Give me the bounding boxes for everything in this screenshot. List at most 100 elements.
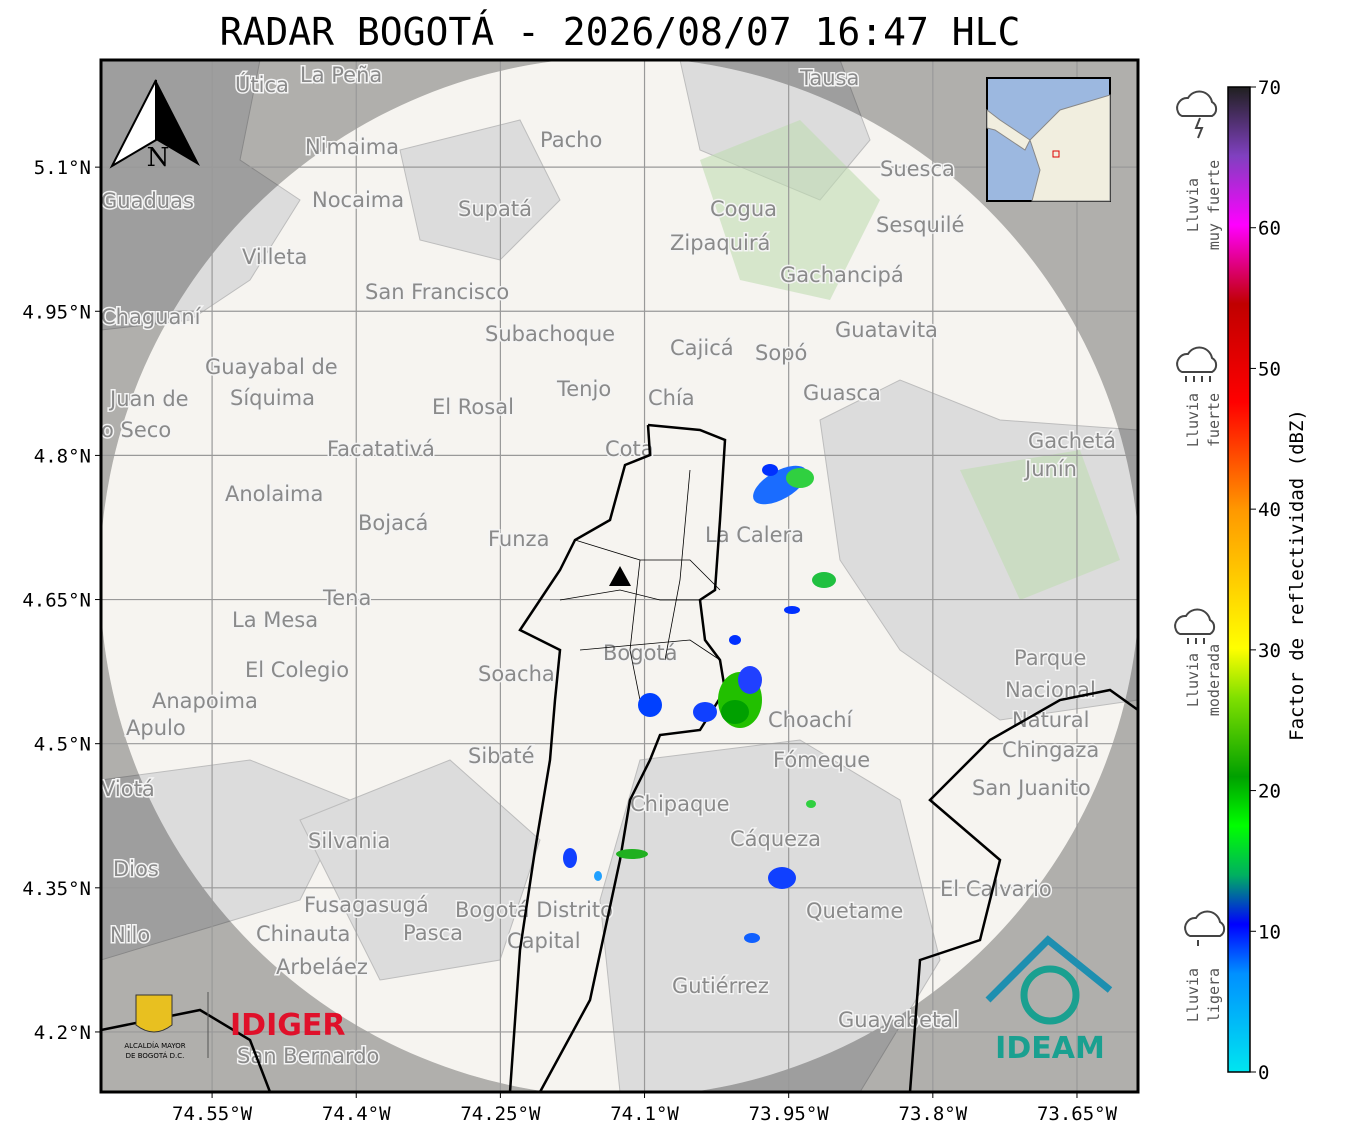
lat-tick-label: 4.2°N xyxy=(34,1022,91,1044)
colorbar-tick-label: 10 xyxy=(1258,921,1281,943)
rain-class-label: Lluvia xyxy=(1184,178,1202,232)
lon-tick-label: 74.1°W xyxy=(610,1103,679,1125)
place-label: Gachancipá xyxy=(780,263,904,287)
title: RADAR BOGOTÁ - 2026/08/07 16:47 HLC xyxy=(220,10,1021,54)
place-label: Sibaté xyxy=(468,744,535,768)
rain-class-label: muy fuerte xyxy=(1205,160,1223,250)
lat-tick-label: 4.95°N xyxy=(22,301,91,323)
place-label: Apulo xyxy=(126,716,186,740)
place-labels: La Peña Útica Tausa Nimaima Pacho Suesca Guadu… xyxy=(101,62,1118,1070)
place-label: Guaduas xyxy=(101,189,194,213)
north-arrow: N xyxy=(109,79,200,173)
lon-tick-label: 74.55°W xyxy=(172,1103,253,1125)
weather-icons xyxy=(1174,90,1226,946)
place-label: Dios xyxy=(113,857,159,881)
graticule xyxy=(101,60,1138,1092)
place-label: Fusagasugá xyxy=(304,893,429,917)
map-area: La Peña Útica Tausa Nimaima Pacho Suesca Guadu… xyxy=(101,60,1138,1092)
place-label: Juan de xyxy=(108,387,189,411)
place-label: Chaguaní xyxy=(101,305,202,329)
rain-class-label: Lluvia xyxy=(1184,968,1202,1022)
vegetation xyxy=(700,120,1120,600)
place-label: Bogotá Distrito xyxy=(455,898,613,922)
colorbar-ticks: 0 10 20 30 40 50 60 70 xyxy=(1250,77,1281,1084)
colorbar xyxy=(1227,86,1251,1073)
localities xyxy=(559,469,721,701)
place-label: Chinauta xyxy=(256,922,350,946)
place-label: San Juanito xyxy=(972,776,1091,800)
lat-tick-label: 4.65°N xyxy=(22,590,91,612)
place-label: Gutiérrez xyxy=(672,974,769,998)
place-label: Pacho xyxy=(540,128,602,152)
place-label: Síquima xyxy=(230,386,315,410)
place-label: Pasca xyxy=(403,921,463,945)
place-label: Bojacá xyxy=(358,511,428,535)
place-label: El Rosal xyxy=(432,395,514,419)
place-label: Supatá xyxy=(458,197,532,221)
place-label: Zipaquirá xyxy=(670,231,770,255)
place-label: La Mesa xyxy=(232,608,318,632)
place-label: Chía xyxy=(648,386,695,410)
place-label: Guatavita xyxy=(835,318,938,342)
place-label: Anolaima xyxy=(225,482,323,506)
logo-alcaldia: ALCALDÍA MAYOR DE BOGOTÁ D.C. IDIGER xyxy=(124,992,345,1060)
place-label: o Seco xyxy=(101,418,171,442)
place-label: Silvania xyxy=(308,829,390,853)
radar-site xyxy=(609,566,631,586)
place-label: Guayabal de xyxy=(205,355,338,379)
lon-tick-label: 74.25°W xyxy=(460,1103,541,1125)
idiger-logo: IDIGER xyxy=(230,1008,345,1043)
colorbar-tick-label: 50 xyxy=(1258,358,1281,380)
place-label: Capital xyxy=(507,929,581,953)
place-label: San Francisco xyxy=(365,280,509,304)
place-label: Tena xyxy=(322,586,371,610)
rain-class-label: moderada xyxy=(1205,644,1223,716)
place-label: Villeta xyxy=(242,245,307,269)
place-label: Junín xyxy=(1023,457,1077,481)
place-label: Sopó xyxy=(755,341,807,365)
place-label: Subachoque xyxy=(485,322,615,346)
place-label: Cáqueza xyxy=(730,827,821,851)
place-label: Guayabetal xyxy=(838,1008,959,1032)
place-label: Tenjo xyxy=(556,377,611,401)
place-label: Choachí xyxy=(768,708,854,732)
place-label: Chingaza xyxy=(1002,738,1099,762)
radar-echoes xyxy=(563,464,836,943)
ideam-logo: IDEAM xyxy=(995,1031,1105,1066)
place-label: Quetame xyxy=(806,899,903,923)
place-label: Gachetá xyxy=(1028,429,1116,453)
rain-class-label: Lluvia xyxy=(1184,653,1202,707)
lon-tick-label: 73.95°W xyxy=(749,1103,830,1125)
place-label: Nilo xyxy=(110,923,150,947)
lat-tick-label: 4.5°N xyxy=(34,734,91,756)
place-label: Viotá xyxy=(101,777,155,801)
rain-class-label: Lluvia xyxy=(1184,393,1202,447)
lat-tick-label: 4.8°N xyxy=(34,445,91,467)
place-label: Facatativá xyxy=(327,437,435,461)
terrain xyxy=(101,60,1138,1092)
logo-ideam: IDEAM xyxy=(985,935,1113,1066)
place-label: Nocaima xyxy=(312,188,404,212)
place-label: Suesca xyxy=(880,157,955,181)
north-label: N xyxy=(147,143,170,173)
inset-map xyxy=(986,77,1111,202)
axis-ticks: 74.55°W 74.4°W 74.25°W 74.1°W 73.95°W 73.8°W 7… xyxy=(22,157,1117,1125)
colorbar-tick-label: 40 xyxy=(1258,499,1281,521)
place-label: Sesquilé xyxy=(876,213,964,237)
colorbar-tick-label: 60 xyxy=(1258,218,1281,240)
colorbar-tick-label: 20 xyxy=(1258,781,1281,803)
place-label: El Colegio xyxy=(245,658,349,682)
rain-class-label: ligera xyxy=(1205,968,1223,1022)
place-label: Funza xyxy=(488,527,549,551)
place-label: La Peña xyxy=(300,63,382,87)
lon-tick-label: 74.4°W xyxy=(322,1103,391,1125)
place-label: Chipaque xyxy=(630,792,730,816)
lat-tick-label: 5.1°N xyxy=(34,157,91,179)
colorbar-label: Factor de reflectividad (dBZ) xyxy=(1286,409,1308,741)
colorbar-tick-label: 0 xyxy=(1258,1062,1269,1084)
place-label: San Bernardo xyxy=(237,1044,379,1068)
place-label: Nacional xyxy=(1005,678,1096,702)
colorbar-tick-label: 30 xyxy=(1258,640,1281,662)
